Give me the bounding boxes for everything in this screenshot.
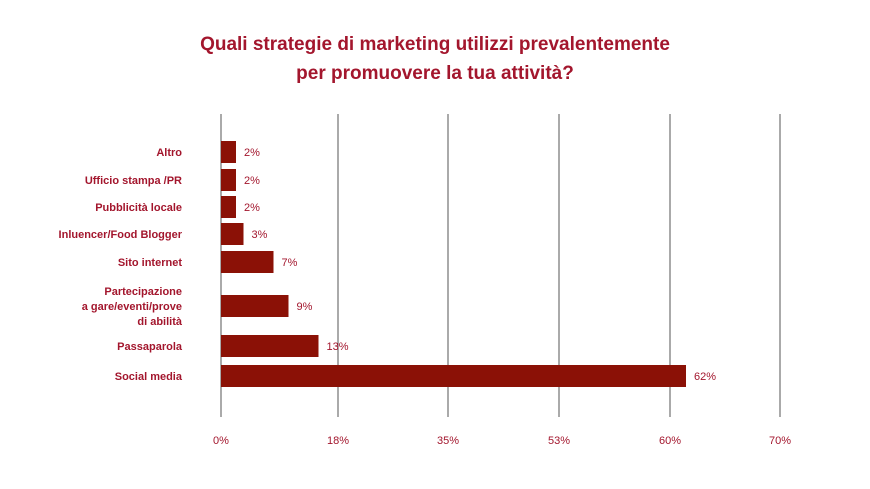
category-label: Sito internet xyxy=(118,257,183,269)
category-label: Ufficio stampa /PR xyxy=(85,175,182,187)
chart-title-line-1: Quali strategie di marketing utilizzi pr… xyxy=(200,34,670,55)
value-label: 2% xyxy=(244,202,260,214)
x-tick-label: 53% xyxy=(548,435,570,447)
value-label: 9% xyxy=(297,301,313,313)
value-label: 13% xyxy=(327,341,349,353)
chart-title-line-2: per promuovere la tua attività? xyxy=(296,63,574,84)
bar-2 xyxy=(221,196,236,218)
value-label: 62% xyxy=(694,371,716,383)
category-label: Passaparola xyxy=(117,341,183,353)
chart-title: Quali strategie di marketing utilizzi pr… xyxy=(0,30,870,88)
x-tick-label: 60% xyxy=(659,435,681,447)
x-tick-label: 35% xyxy=(437,435,459,447)
bar-5 xyxy=(221,295,289,317)
x-tick-label: 0% xyxy=(213,435,229,447)
category-label: Partecipazione a gare/eventi/prove di abil… xyxy=(82,286,183,328)
value-label: 7% xyxy=(282,257,298,269)
category-label: Social media xyxy=(115,371,183,383)
bar-7 xyxy=(221,365,686,387)
bar-6 xyxy=(221,335,319,357)
value-label: 2% xyxy=(244,175,260,187)
value-label: 3% xyxy=(252,229,268,241)
bar-0 xyxy=(221,141,236,163)
category-label: Inluencer/Food Blogger xyxy=(59,229,183,241)
bar-4 xyxy=(221,251,274,273)
category-label: Pubblicità locale xyxy=(95,202,182,214)
bar-1 xyxy=(221,169,236,191)
value-label: 2% xyxy=(244,147,260,159)
bar-3 xyxy=(221,223,244,245)
x-tick-label: 70% xyxy=(769,435,791,447)
category-label: Altro xyxy=(156,147,182,159)
x-tick-label: 18% xyxy=(327,435,349,447)
